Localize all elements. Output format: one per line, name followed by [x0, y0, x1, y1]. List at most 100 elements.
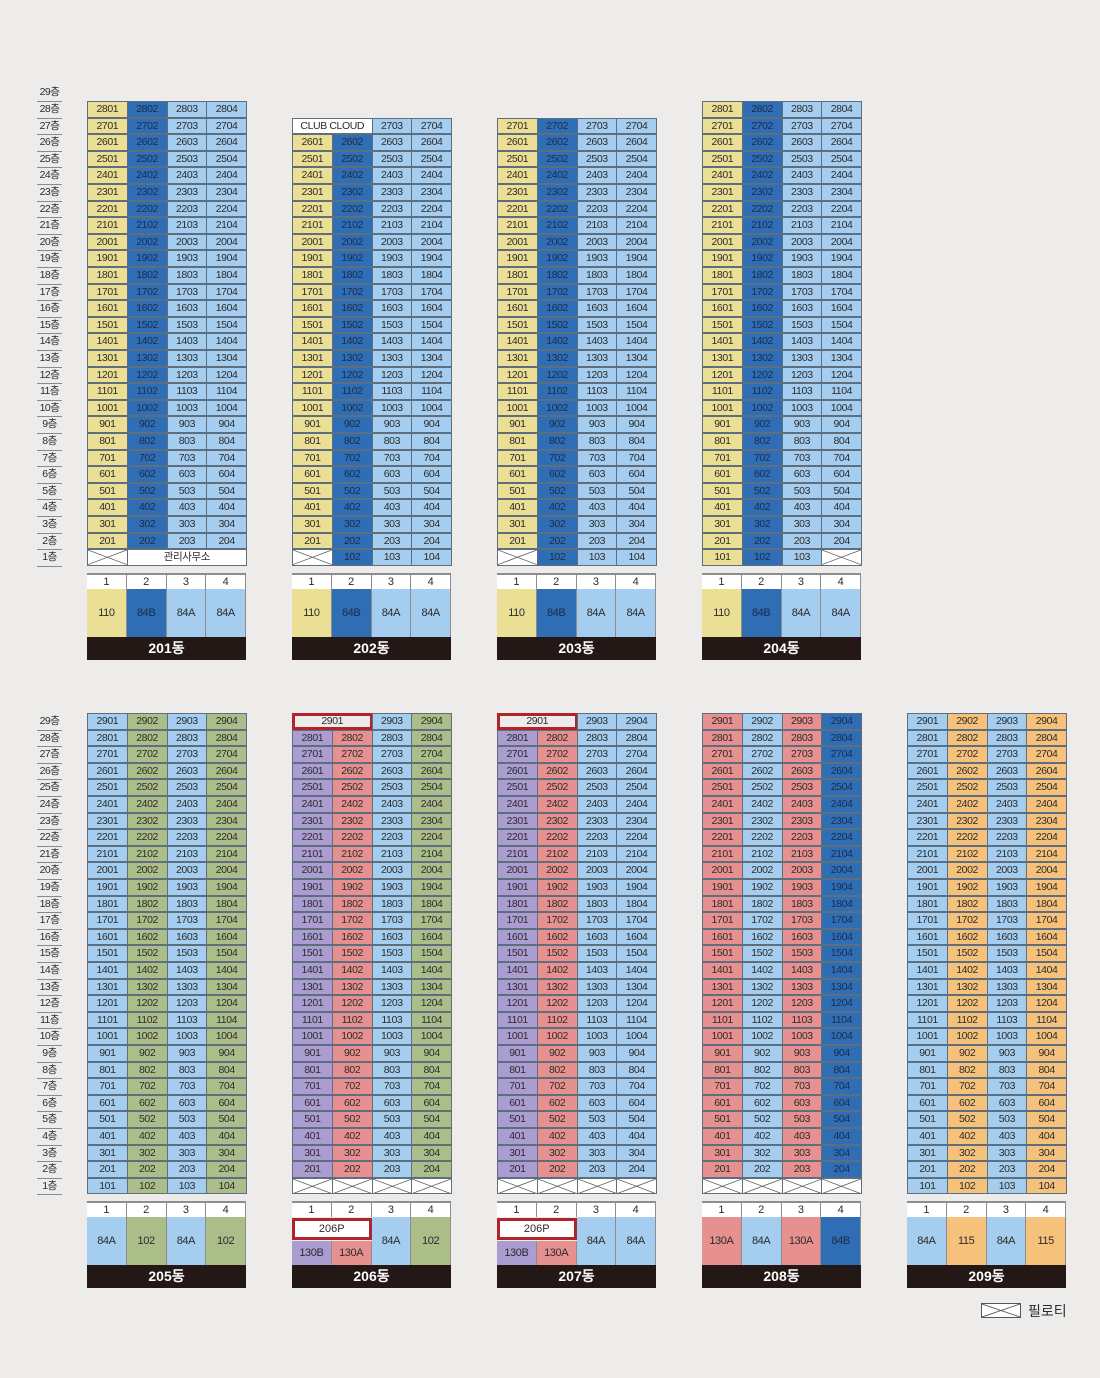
unit-cell[interactable]: 2002 [741, 862, 783, 879]
unit-cell[interactable]: 1403 [371, 962, 413, 979]
unit-cell[interactable]: 2701 [497, 117, 538, 135]
unit-cell[interactable]: 1902 [331, 879, 373, 896]
unit-cell[interactable]: 2104 [411, 217, 452, 234]
unit-cell[interactable]: 2604 [206, 134, 247, 151]
unit-cell[interactable]: 2102 [536, 217, 578, 234]
unit-cell[interactable]: 1102 [126, 1011, 168, 1029]
unit-cell[interactable]: 2402 [126, 796, 168, 813]
unit-cell[interactable]: 2101 [87, 845, 128, 863]
unit-cell[interactable]: 2201 [907, 829, 948, 846]
unit-cell[interactable]: 1202 [946, 995, 988, 1012]
unit-cell[interactable]: 2502 [126, 150, 168, 168]
unit-cell[interactable]: 604 [411, 466, 452, 483]
unit-cell[interactable]: 2602 [536, 134, 578, 151]
unit-cell[interactable]: 1301 [87, 978, 128, 996]
unit-cell[interactable]: 2104 [616, 217, 657, 234]
unit-cell[interactable]: 2601 [702, 762, 743, 780]
unit-cell[interactable]: 1803 [576, 895, 618, 913]
unit-cell[interactable]: 1202 [536, 995, 578, 1012]
unit-cell[interactable]: 2603 [576, 134, 618, 151]
unit-cell[interactable]: 1103 [166, 1011, 208, 1029]
unit-cell[interactable]: 1901 [87, 250, 128, 267]
unit-cell[interactable]: 304 [206, 1144, 247, 1162]
unit-cell[interactable]: 1504 [616, 945, 657, 962]
unit-cell[interactable]: 2501 [702, 779, 743, 796]
unit-cell[interactable]: 1301 [87, 350, 128, 367]
unit-cell[interactable]: 1804 [616, 895, 657, 913]
unit-cell[interactable]: 1404 [821, 962, 862, 979]
unit-cell[interactable]: 2104 [411, 845, 452, 863]
unit-cell[interactable]: 2801 [702, 729, 743, 747]
unit-cell[interactable]: 501 [292, 482, 333, 500]
unit-cell[interactable]: 1803 [986, 895, 1028, 913]
unit-cell[interactable]: 2404 [1026, 796, 1067, 813]
unit-cell[interactable]: 302 [741, 1144, 783, 1162]
unit-cell[interactable]: 1201 [497, 995, 538, 1012]
unit-cell[interactable]: 1102 [331, 1011, 373, 1029]
unit-cell[interactable]: 203 [986, 1161, 1028, 1178]
unit-cell[interactable]: 2704 [411, 117, 452, 135]
unit-cell[interactable]: 2203 [166, 200, 208, 218]
unit-cell[interactable]: 402 [946, 1128, 988, 1145]
unit-cell[interactable]: 404 [206, 499, 247, 516]
unit-cell[interactable]: 2603 [371, 134, 413, 151]
unit-cell[interactable]: 2001 [292, 233, 333, 251]
unit-cell[interactable]: 1303 [781, 978, 823, 996]
unit-cell[interactable]: 1204 [206, 366, 247, 384]
unit-cell[interactable]: 904 [206, 1045, 247, 1062]
unit-cell[interactable]: 703 [166, 1078, 208, 1095]
unit-cell[interactable]: 1701 [497, 912, 538, 929]
unit-cell[interactable]: 802 [536, 1061, 578, 1079]
unit-cell[interactable]: 1003 [166, 399, 208, 417]
unit-cell[interactable]: 603 [781, 1094, 823, 1112]
unit-cell[interactable]: 1002 [331, 1028, 373, 1045]
unit-cell[interactable]: 2603 [576, 762, 618, 780]
unit-cell[interactable]: 1604 [821, 928, 862, 946]
unit-cell[interactable]: 1803 [371, 267, 413, 284]
unit-cell[interactable]: 2502 [331, 779, 373, 796]
unit-cell[interactable]: 2503 [371, 150, 413, 168]
unit-cell[interactable]: 1502 [946, 945, 988, 962]
unit-cell[interactable]: 2402 [126, 167, 168, 184]
unit-cell[interactable]: 2803 [166, 101, 208, 118]
unit-cell[interactable]: 2504 [616, 779, 657, 796]
unit-cell[interactable]: 802 [741, 1061, 783, 1079]
unit-cell[interactable]: 1404 [411, 962, 452, 979]
unit-cell[interactable]: 1404 [616, 962, 657, 979]
unit-cell[interactable]: 1803 [166, 895, 208, 913]
unit-cell[interactable]: 2302 [536, 812, 578, 830]
unit-cell[interactable]: 2101 [292, 845, 333, 863]
unit-cell[interactable]: 1304 [616, 350, 657, 367]
unit-cell[interactable]: 1901 [292, 879, 333, 896]
unit-cell[interactable]: 704 [206, 1078, 247, 1095]
unit-cell[interactable]: 2504 [1026, 779, 1067, 796]
unit-cell[interactable]: 701 [702, 1078, 743, 1095]
unit-cell[interactable]: 1903 [986, 879, 1028, 896]
unit-cell[interactable]: 1002 [741, 1028, 783, 1045]
unit-cell[interactable]: 903 [986, 1045, 1028, 1062]
unit-cell[interactable]: 1904 [206, 250, 247, 267]
unit-cell[interactable]: 304 [1026, 1144, 1067, 1162]
unit-cell[interactable]: 1401 [497, 333, 538, 350]
unit-cell[interactable]: 703 [576, 449, 618, 467]
unit-cell[interactable]: 1901 [702, 879, 743, 896]
unit-cell[interactable]: 2802 [946, 729, 988, 747]
unit-cell[interactable]: 504 [411, 1111, 452, 1128]
unit-cell[interactable]: 2104 [206, 217, 247, 234]
unit-cell[interactable]: 2903 [166, 713, 208, 730]
unit-cell[interactable]: 2204 [206, 829, 247, 846]
unit-cell[interactable]: 104 [411, 549, 452, 566]
unit-cell[interactable]: 202 [536, 1161, 578, 1178]
unit-cell[interactable]: 703 [371, 449, 413, 467]
unit-cell[interactable]: 2902 [126, 713, 168, 730]
unit-cell[interactable]: 804 [206, 433, 247, 450]
unit-cell[interactable]: 1004 [411, 1028, 452, 1045]
unit-cell[interactable]: 2202 [331, 829, 373, 846]
unit-cell[interactable]: 2102 [126, 845, 168, 863]
unit-cell[interactable]: 1904 [616, 250, 657, 267]
unit-cell[interactable]: 2701 [497, 746, 538, 763]
unit-cell[interactable]: 1303 [371, 978, 413, 996]
unit-cell[interactable]: 2903 [371, 713, 413, 730]
unit-cell[interactable]: 2104 [206, 845, 247, 863]
unit-cell[interactable]: 1503 [986, 945, 1028, 962]
